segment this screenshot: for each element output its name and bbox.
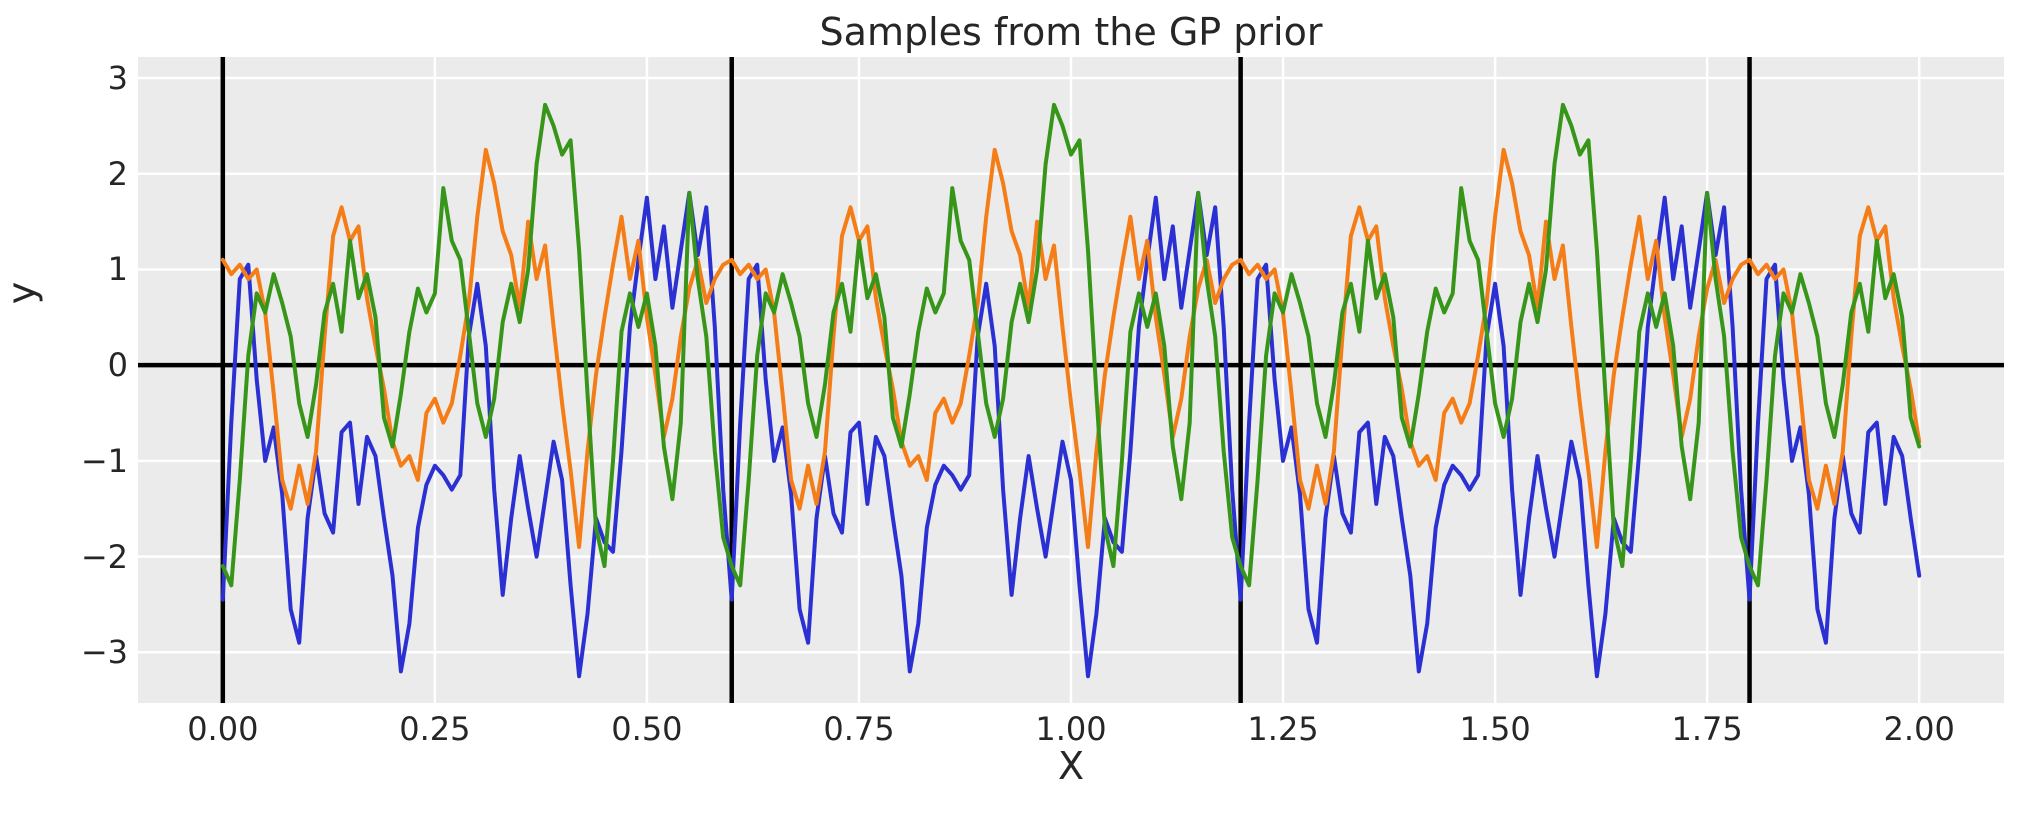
x-tick-label: 2.00: [1883, 710, 1955, 748]
x-tick-label: 0.50: [611, 710, 683, 748]
x-tick-label: 0.00: [187, 710, 259, 748]
x-tick-label: 1.00: [1035, 710, 1107, 748]
y-tick-label: 3: [107, 59, 128, 98]
x-tick-label: 0.75: [823, 710, 895, 748]
gp-sample-line-1: [220, 190, 1922, 679]
y-tick-label: 2: [107, 154, 128, 193]
x-axis-label: X: [1057, 744, 1085, 788]
plot-area: [138, 57, 2004, 703]
y-tick-label: −2: [80, 537, 128, 576]
x-tick-label: 1.50: [1459, 710, 1531, 748]
y-tick-label: 0: [107, 346, 128, 385]
x-tick-label: 0.25: [399, 710, 471, 748]
chart-title: Samples from the GP prior: [819, 10, 1323, 54]
y-tick-label: −1: [80, 441, 128, 480]
x-tick-label: 1.75: [1671, 710, 1743, 748]
y-tick-label: 1: [107, 250, 128, 289]
y-axis-label: y: [0, 281, 44, 305]
x-tick-label: 1.25: [1247, 710, 1319, 748]
gp-sample-line-3: [220, 102, 1922, 588]
y-tick-label: −3: [80, 633, 128, 672]
gp-sample-line-2: [220, 147, 1922, 549]
